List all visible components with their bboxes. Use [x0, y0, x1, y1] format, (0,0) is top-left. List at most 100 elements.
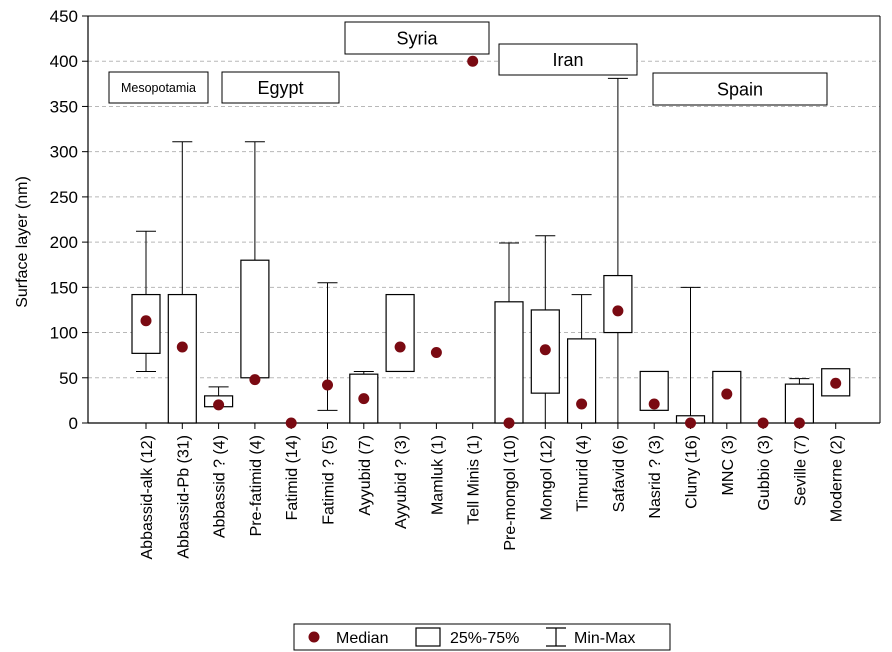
median-point: [685, 417, 696, 429]
x-category-label: Tell Minis (1): [466, 435, 483, 525]
x-category-label: Fatimid ? (5): [321, 435, 338, 525]
median-point: [503, 417, 515, 429]
iqr-box: [385, 293, 415, 373]
legend-box-icon: [415, 627, 441, 647]
box-group: [317, 282, 338, 411]
iqr-box: [167, 293, 197, 424]
y-tick-label: 150: [50, 278, 78, 297]
median-point: [793, 417, 805, 429]
box-group: [240, 141, 270, 379]
region-label: Syria: [344, 21, 490, 55]
x-category-label: Gubbio (3): [756, 435, 773, 511]
median-point: [576, 398, 588, 410]
legend-frame: [293, 623, 671, 651]
legend-minmax-label: Min-Max: [574, 630, 635, 647]
x-category-label: Pre-mongol (10): [502, 435, 519, 551]
axes: [82, 15, 881, 429]
region-label-box: [344, 21, 490, 55]
box-group: [167, 141, 197, 424]
legend-median-icon: [308, 631, 320, 643]
median-point: [249, 374, 261, 386]
x-category-label: MNC (3): [720, 435, 737, 495]
x-category-label: Seville (7): [792, 435, 809, 506]
region-label: Spain: [652, 72, 828, 106]
median-point: [430, 346, 442, 358]
x-category-label: Mamluk (1): [429, 435, 446, 515]
median-point: [394, 341, 406, 353]
iqr-box: [603, 274, 633, 334]
legend: Median 25%-75% Min-Max: [293, 623, 671, 651]
boxes: [131, 77, 851, 424]
median-point: [322, 379, 333, 391]
y-tick-label: 350: [50, 97, 78, 116]
iqr-box: [494, 301, 524, 424]
region-label-text: Mesopotamia: [121, 81, 196, 95]
iqr-box: [566, 338, 597, 424]
x-category-label: Fatimid (14): [284, 435, 301, 520]
box-group: [131, 230, 161, 372]
iqr-box: [240, 259, 270, 379]
x-category-label: Moderne (2): [829, 435, 846, 522]
x-category-label: Ayyubid ? (3): [393, 435, 410, 529]
region-label-text: Syria: [396, 28, 438, 48]
median-point: [358, 393, 370, 405]
region-label: Mesopotamia: [108, 71, 209, 104]
region-label: Egypt: [221, 71, 340, 104]
x-category-label: Cluny (16): [684, 435, 701, 509]
x-category-label: Abbassid-alk (12): [139, 435, 156, 560]
box-group: [675, 286, 706, 424]
y-tick-label: 200: [50, 233, 78, 252]
box-group: [494, 242, 524, 424]
y-axis-label: Surface layer (nm): [14, 176, 31, 308]
legend-box-label: 25%-75%: [450, 630, 519, 647]
x-category-label: Pre-fatimid (4): [248, 435, 265, 536]
x-category-label: Mongol (12): [538, 435, 555, 520]
region-label: Iran: [498, 43, 638, 76]
median-point: [612, 305, 624, 317]
iqr-box: [784, 383, 815, 424]
median-point: [176, 341, 188, 353]
region-label-text: Egypt: [257, 78, 303, 98]
x-category-label: Abbassid-Pb (31): [175, 435, 192, 559]
x-category-label: Nasrid ? (3): [647, 435, 664, 519]
median-point: [721, 388, 733, 400]
region-label-text: Iran: [552, 50, 583, 70]
x-category-label: Safavid (6): [611, 435, 628, 512]
y-tick-label: 400: [50, 52, 78, 71]
y-tick-label: 0: [69, 414, 78, 433]
y-tick-labels: 0 50 100 150 200 250 300 350 400 450: [50, 7, 78, 433]
y-tick-label: 50: [59, 369, 78, 388]
x-category-label: Timurid (4): [575, 435, 592, 512]
median-point: [213, 399, 225, 411]
region-label-box: [108, 71, 209, 104]
median-point: [140, 315, 152, 327]
y-tick-label: 300: [50, 143, 78, 162]
y-tick-label: 250: [50, 188, 78, 207]
median-point: [757, 417, 769, 429]
gridlines: [88, 60, 880, 379]
legend-minmax-icon: [546, 627, 566, 647]
box-group: [603, 77, 633, 424]
median-point: [539, 344, 551, 356]
region-labels: Mesopotamia Egypt Syria Iran Spain: [108, 21, 828, 106]
median-point: [467, 55, 479, 67]
legend-median-label: Median: [336, 630, 388, 647]
region-label-box: [498, 43, 638, 76]
x-category-label: Abbassid ? (4): [212, 435, 229, 538]
median-points: [140, 55, 842, 429]
box-group: [385, 293, 415, 373]
y-tick-label: 100: [50, 324, 78, 343]
category-labels: Abbassid-alk (12) Abbassid-Pb (31) Abbassi…: [139, 435, 846, 560]
median-point: [648, 398, 660, 410]
median-point: [285, 417, 297, 429]
region-label-box: [652, 72, 828, 106]
x-category-label: Ayyubid (7): [357, 435, 374, 516]
box-group: [784, 378, 815, 424]
region-label-box: [221, 71, 340, 104]
y-tick-label: 450: [50, 7, 78, 26]
region-label-text: Spain: [717, 79, 763, 99]
median-point: [830, 377, 842, 389]
box-group: [530, 235, 560, 424]
